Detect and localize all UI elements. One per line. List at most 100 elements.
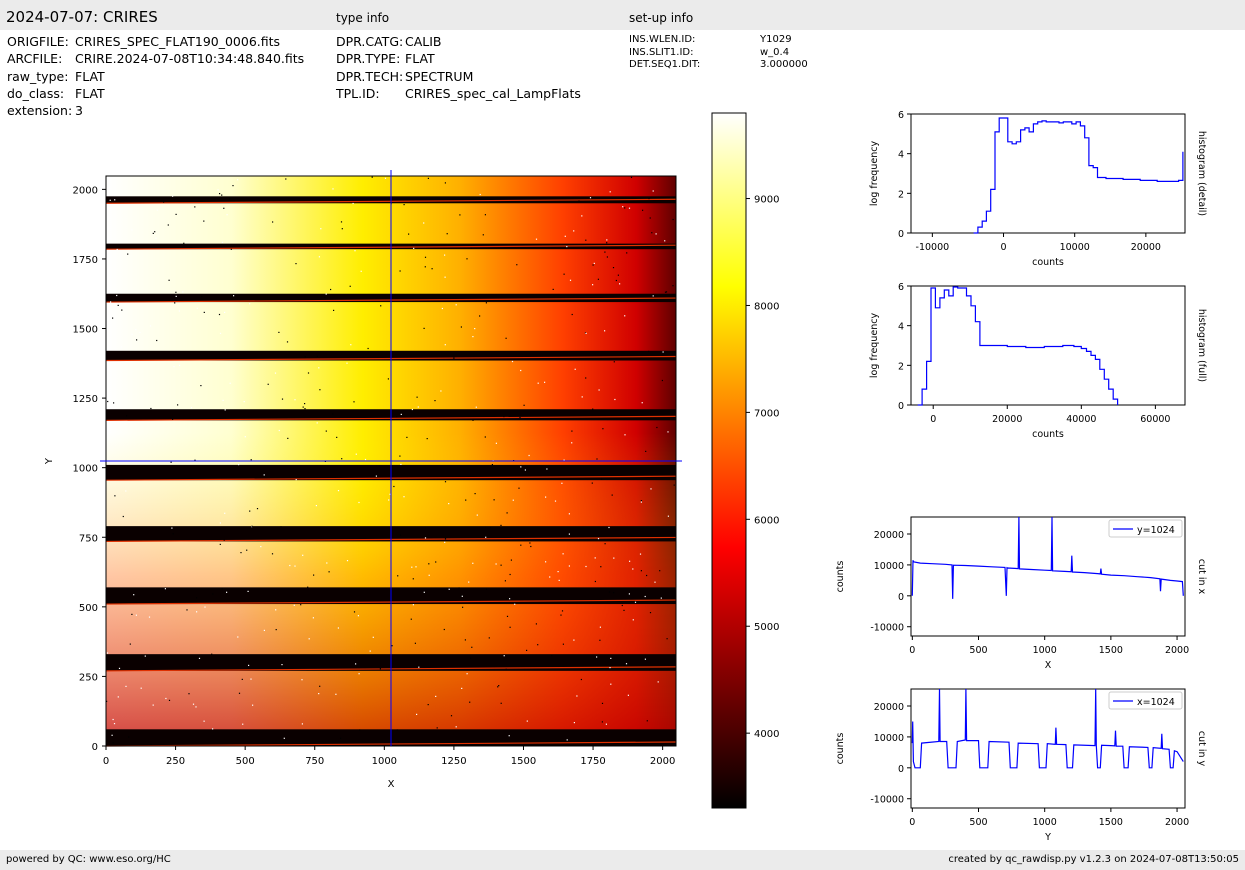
pixel-speckle xyxy=(221,588,223,590)
pixel-speckle xyxy=(183,242,185,244)
pixel-speckle xyxy=(238,464,240,466)
y-axis-label: counts xyxy=(835,733,846,765)
pixel-speckle xyxy=(219,522,221,524)
pixel-speckle xyxy=(491,464,493,466)
cut-in-y: 0 500 1000 1500 2000 -10000 0 10000 20000 Ycounts… xyxy=(835,688,1207,843)
pixel-speckle xyxy=(444,276,446,278)
pixel-speckle xyxy=(450,715,453,717)
pixel-speckle xyxy=(144,655,146,657)
pixel-speckle xyxy=(495,442,497,444)
pixel-speckle xyxy=(369,650,371,652)
pixel-speckle xyxy=(400,413,402,415)
pixel-speckle xyxy=(242,723,244,725)
x-tick-label: 0 xyxy=(103,756,109,767)
pixel-speckle xyxy=(399,270,401,272)
pixel-speckle xyxy=(566,246,568,248)
pixel-speckle xyxy=(470,657,472,659)
pixel-speckle xyxy=(664,240,666,242)
pixel-speckle xyxy=(434,400,436,402)
pixel-speckle xyxy=(503,416,505,418)
pixel-speckle xyxy=(358,673,360,675)
y-tick-label: 0 xyxy=(898,401,904,412)
pixel-speckle xyxy=(249,510,251,512)
pixel-speckle xyxy=(484,436,486,438)
y-tick-label: 2000 xyxy=(73,185,98,196)
pixel-speckle xyxy=(359,729,361,731)
pixel-speckle xyxy=(172,195,174,197)
pixel-speckle xyxy=(652,190,654,192)
pixel-speckle xyxy=(649,217,651,219)
pixel-speckle xyxy=(667,515,669,517)
pixel-speckle xyxy=(440,390,442,392)
y-tick-label: 750 xyxy=(79,533,98,544)
pixel-speckle xyxy=(424,266,426,268)
pixel-speckle xyxy=(203,220,205,222)
x-axis-label: X xyxy=(1045,660,1052,671)
pixel-speckle xyxy=(171,527,173,529)
pixel-speckle xyxy=(125,685,127,687)
pixel-speckle xyxy=(128,421,130,423)
dit-key: DET.SEQ1.DIT: xyxy=(629,59,701,70)
pixel-speckle xyxy=(604,330,606,332)
pixel-speckle xyxy=(312,617,314,619)
wlen-id-key: INS.WLEN.ID: xyxy=(629,34,696,45)
pixel-speckle xyxy=(127,253,129,255)
pixel-speckle xyxy=(585,332,587,334)
pixel-speckle xyxy=(336,436,338,438)
origfile-value: CRIRES_SPEC_FLAT190_0006.fits xyxy=(75,34,281,49)
pixel-speckle xyxy=(423,327,425,329)
pixel-speckle xyxy=(569,279,572,281)
pixel-speckle xyxy=(514,603,516,605)
pixel-speckle xyxy=(624,207,626,209)
pixel-speckle xyxy=(330,288,332,291)
pixel-speckle xyxy=(111,734,113,736)
pixel-speckle xyxy=(665,291,668,293)
pixel-speckle xyxy=(461,687,463,689)
pixel-speckle xyxy=(510,559,512,561)
pixel-speckle xyxy=(591,482,593,484)
pixel-speckle xyxy=(424,537,427,539)
y-axis-label: log frequency xyxy=(869,141,880,207)
x-axis-label: Y xyxy=(1044,832,1051,843)
pixel-speckle xyxy=(190,407,193,409)
pixel-speckle xyxy=(545,496,547,498)
pixel-speckle xyxy=(332,413,334,415)
pixel-speckle xyxy=(155,237,157,239)
setup-info-heading: set-up info xyxy=(629,11,694,25)
pixel-speckle xyxy=(203,311,205,313)
pixel-speckle xyxy=(526,720,528,722)
legend-label: y=1024 xyxy=(1137,525,1175,536)
pixel-speckle xyxy=(461,595,463,597)
pixel-speckle xyxy=(128,736,130,738)
pixel-speckle xyxy=(195,706,197,708)
pixel-speckle xyxy=(360,270,362,272)
pixel-speckle xyxy=(645,450,647,452)
pixel-speckle xyxy=(627,694,629,696)
cut-in-y-series xyxy=(911,688,1184,769)
pixel-speckle xyxy=(557,571,559,573)
pixel-speckle xyxy=(252,704,254,706)
pixel-speckle xyxy=(271,553,274,555)
pixel-speckle xyxy=(656,426,658,429)
pixel-speckle xyxy=(179,364,181,366)
pixel-speckle xyxy=(414,642,416,644)
pixel-speckle xyxy=(526,649,528,651)
pixel-speckle xyxy=(611,494,613,496)
pixel-speckle xyxy=(285,178,287,180)
pixel-speckle xyxy=(448,503,450,505)
pixel-speckle xyxy=(508,735,510,737)
pixel-speckle xyxy=(278,429,280,432)
pixel-speckle xyxy=(135,329,137,331)
pixel-speckle xyxy=(462,606,464,608)
right-axis-label: histogram (full) xyxy=(1196,309,1207,382)
pixel-speckle xyxy=(625,663,628,665)
pixel-speckle xyxy=(562,643,564,645)
pixel-speckle xyxy=(479,193,481,196)
pixel-speckle xyxy=(211,653,213,655)
pixel-speckle xyxy=(300,604,302,606)
pixel-speckle xyxy=(621,604,623,607)
tpl-id-value: CRIRES_spec_cal_LampFlats xyxy=(405,86,581,101)
pixel-speckle xyxy=(222,399,224,401)
pixel-speckle xyxy=(642,209,644,211)
pixel-speckle xyxy=(662,351,664,353)
